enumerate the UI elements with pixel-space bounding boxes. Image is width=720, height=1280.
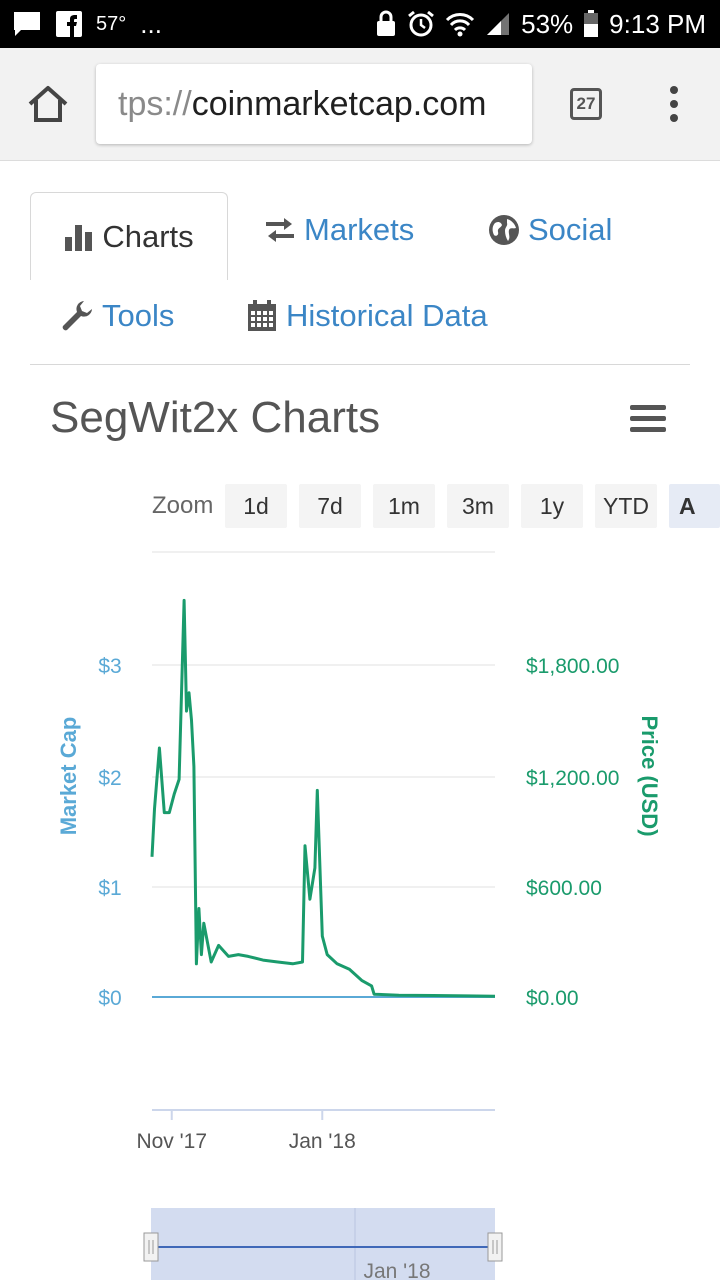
tab-markets-label: Markets [304,212,415,247]
clock: 9:13 PM [609,8,706,39]
x-axis-tick-label: Nov '17 [136,1130,207,1153]
zoom-ytd-button[interactable]: YTD [595,484,657,528]
tab-social[interactable]: Social [488,212,612,248]
overflow-menu-icon[interactable] [660,84,688,124]
wifi-icon [446,13,475,37]
left-axis-tick-label: $1 [98,877,121,900]
navigator-left-handle[interactable] [143,1232,159,1262]
right-axis-tick-label: $1,200.00 [526,767,619,790]
tabs-divider [30,364,690,365]
chart-navigator[interactable]: Jan '18 [0,1200,720,1280]
tab-social-label: Social [528,212,613,247]
navigator-right-handle[interactable] [487,1232,503,1262]
left-axis-ticks: $0 $1 $2 $3 [98,655,121,1010]
tab-count: 27 [576,94,596,113]
tab-tools-label: Tools [102,298,175,333]
chart-menu-icon[interactable] [630,405,666,433]
left-axis-label: Market Cap [56,717,81,836]
left-axis-tick-label: $0 [98,987,121,1010]
chart-series [150,598,496,998]
battery-icon [584,10,599,37]
exchange-arrows-icon [266,218,294,242]
tab-charts[interactable]: Charts [30,192,228,280]
bar-chart-icon [65,224,93,251]
signal-icon [487,13,510,35]
message-icon [14,12,40,36]
more-notifications: ... [140,8,162,39]
tab-markets[interactable]: Markets [264,212,414,248]
zoom-all-button[interactable]: A [669,484,720,528]
left-axis-tick-label: $2 [98,767,121,790]
x-axis-tick-label: Jan '18 [289,1130,356,1153]
calendar-icon [248,300,276,331]
home-icon[interactable] [24,80,72,128]
alarm-icon [408,10,435,37]
url-text: tps://coinmarketcap.com [118,84,487,123]
globe-icon [489,215,519,245]
tab-historical-data-label: Historical Data [286,298,488,333]
navigator-x-label: Jan '18 [363,1260,430,1280]
facebook-icon [56,11,82,37]
status-bar: 57° ... 53% 9:13 PM [0,0,720,48]
tab-tools[interactable]: Tools [60,298,174,334]
browser-toolbar: tps://coinmarketcap.com 27 [0,48,720,161]
battery-percent: 53% [521,8,574,39]
zoom-1d-button[interactable]: 1d [225,484,287,528]
right-axis-tick-label: $1,800.00 [526,655,619,678]
weather-temperature: 57° [96,12,127,35]
price-series-line [150,598,496,998]
wrench-icon [62,301,92,331]
lock-icon [377,10,396,36]
zoom-7d-button[interactable]: 7d [299,484,361,528]
url-bar[interactable]: tps://coinmarketcap.com [96,64,532,144]
right-axis-label: Price (USD) [637,715,662,836]
navigator-selection[interactable] [151,1208,495,1280]
tab-switcher-button[interactable]: 27 [570,88,602,120]
tab-historical-data[interactable]: Historical Data [246,298,488,334]
zoom-3m-button[interactable]: 3m [447,484,509,528]
price-chart: $0$1$2$3 $0.00$600.00$1,200.00$1,800.00 … [56,551,662,1153]
left-axis-tick-label: $3 [98,655,121,678]
tab-charts-label: Charts [102,218,194,254]
page-title: SegWit2x Charts [50,393,381,442]
x-axis: Nov '17 Jan '18 [136,1109,495,1153]
zoom-1m-button[interactable]: 1m [373,484,435,528]
right-axis-tick-label: $0.00 [526,987,579,1010]
right-axis-ticks: $0.00 $600.00 $1,200.00 $1,800.00 [526,655,619,1010]
zoom-label: Zoom [152,492,214,519]
right-axis-tick-label: $600.00 [526,877,602,900]
zoom-1y-button[interactable]: 1y [521,484,583,528]
